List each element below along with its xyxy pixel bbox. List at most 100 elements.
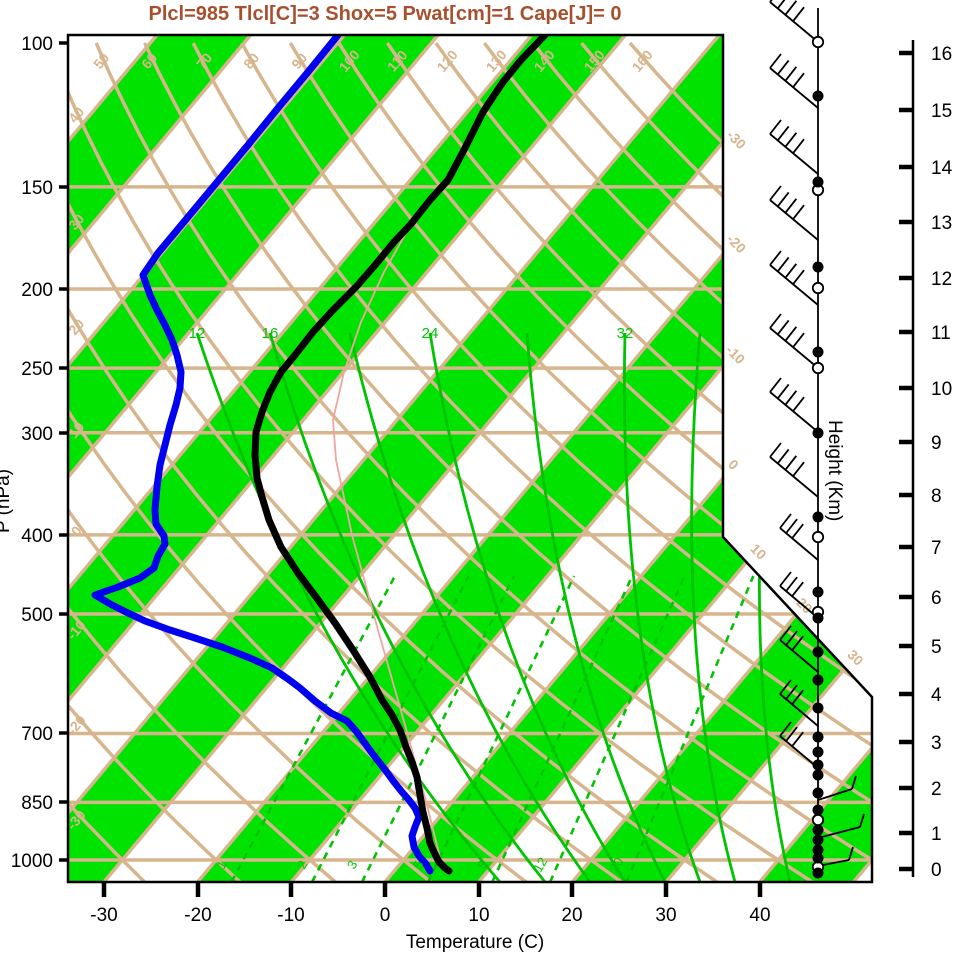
wind-station-dot — [812, 90, 824, 102]
plot-border — [66, 33, 874, 884]
isotherm-label: -30 — [724, 127, 750, 153]
dry-adiabat-label: 80 — [240, 50, 262, 72]
dry-adiabat-line — [580, 41, 872, 882]
wind-barb-tick — [769, 377, 782, 393]
wind-barb-tick — [791, 523, 804, 539]
dry-adiabat-line — [288, 42, 872, 882]
moist-adiabat-label: 24 — [422, 325, 439, 342]
green-band — [68, 35, 626, 882]
mixing-ratio-line — [426, 575, 576, 882]
wind-barb-arm — [769, 199, 819, 241]
wind-station-dot — [812, 731, 824, 743]
dry-adiabat-line — [68, 42, 814, 882]
wind-barb-tick — [851, 775, 857, 790]
dry-adiabat-line — [191, 42, 872, 882]
wind-barb-tick — [791, 635, 804, 651]
wind-barb-tick — [776, 319, 790, 335]
wind-barb-arm — [779, 693, 819, 727]
wind-station-open — [811, 361, 825, 375]
wind-barb-tick — [776, 256, 790, 272]
wind-barb-arm — [779, 735, 819, 769]
wind-station-open — [811, 35, 825, 49]
height-axis-label: Height (Km) — [824, 420, 845, 522]
moist-adiabat-line — [428, 332, 627, 882]
wind-barb-tick — [785, 576, 798, 592]
pressure-tick-label: 1000 — [11, 851, 53, 872]
green-band — [0, 35, 63, 882]
temperature-tick-label: -10 — [277, 905, 304, 926]
wind-barb-tick — [776, 448, 790, 464]
height-tick-label: 6 — [931, 588, 942, 609]
dry-adiabat-line — [68, 42, 528, 882]
dry-adiabat-line — [68, 42, 718, 882]
wind-station-dot — [812, 867, 824, 879]
wind-barb-tick — [792, 396, 805, 412]
wind-barb-arm — [817, 788, 853, 801]
wind-barb-arm — [769, 67, 819, 109]
green-band — [68, 35, 439, 882]
pressure-tick-label: 200 — [21, 280, 53, 301]
wind-station-dot — [812, 261, 824, 273]
pressure-tick-label: 400 — [21, 526, 53, 547]
height-tick-label: 14 — [931, 158, 953, 179]
wind-barb-tick — [784, 132, 798, 148]
wind-station-dot — [812, 346, 824, 358]
wind-station-dot — [812, 834, 824, 846]
green-band — [68, 35, 813, 882]
height-tick-label: 3 — [931, 733, 942, 754]
wind-barb-tick — [779, 679, 792, 695]
wind-barb-tick — [785, 518, 798, 534]
isotherm-line — [68, 35, 627, 882]
pressure-tick-label: 850 — [21, 793, 53, 814]
mixing-ratio-label: 20 — [606, 855, 626, 875]
wind-barb-tick — [769, 185, 782, 201]
wind-barb-arm — [779, 527, 819, 561]
dry-adiabat-line — [68, 42, 623, 882]
moist-adiabat-line — [757, 332, 792, 882]
wind-barb-tick — [784, 455, 798, 471]
wind-barb-arm — [769, 456, 819, 498]
wind-barb-tick — [769, 313, 782, 329]
mixing-ratio-line — [310, 575, 470, 882]
pressure-tick-label: 500 — [21, 605, 53, 626]
wind-station-dot — [812, 674, 824, 686]
temperature-tick-label: -20 — [184, 905, 211, 926]
height-tick-label: 16 — [931, 44, 952, 65]
dry-adiabat-line — [337, 42, 872, 882]
isotherm-label: 10 — [747, 540, 769, 562]
temperature-curve — [251, 35, 549, 875]
wind-barb-tick — [792, 72, 805, 88]
wind-barbs — [769, 0, 865, 879]
height-tick-label: 13 — [931, 213, 952, 234]
moist-adiabat-label: 32 — [617, 325, 634, 342]
wind-station-dot — [812, 702, 824, 714]
parcel-curve — [332, 199, 444, 871]
wind-station-dot — [812, 804, 824, 816]
height-tick-label: 11 — [931, 323, 951, 344]
wind-barb-arm — [769, 327, 819, 369]
wind-barb-tick — [769, 250, 782, 266]
moist-adiabat-line — [622, 332, 702, 882]
mixing-ratio-label: 12 — [530, 855, 550, 875]
wind-station-dot — [812, 646, 824, 658]
green-band — [572, 35, 872, 882]
dry-adiabat-line — [68, 42, 242, 882]
moist-adiabat-label: 16 — [262, 325, 279, 342]
wind-barb-arm — [779, 585, 819, 619]
wind-station-dot — [812, 612, 824, 624]
pressure-tick-label: 700 — [21, 724, 53, 745]
temperature-tick-label: 20 — [561, 905, 582, 926]
wind-barb-tick — [769, 442, 782, 458]
height-tick-label: 12 — [931, 269, 952, 290]
wind-barb-tick — [776, 0, 786, 9]
wind-barb-tick — [792, 138, 805, 154]
dry-adiabat-line — [68, 42, 337, 882]
temperature-axis-label: Temperature (C) — [405, 932, 545, 953]
height-tick-label: 10 — [931, 379, 952, 400]
isotherm-line — [664, 35, 872, 882]
height-tick-label: 8 — [931, 486, 942, 507]
temperature-tick-label: 0 — [380, 905, 391, 926]
